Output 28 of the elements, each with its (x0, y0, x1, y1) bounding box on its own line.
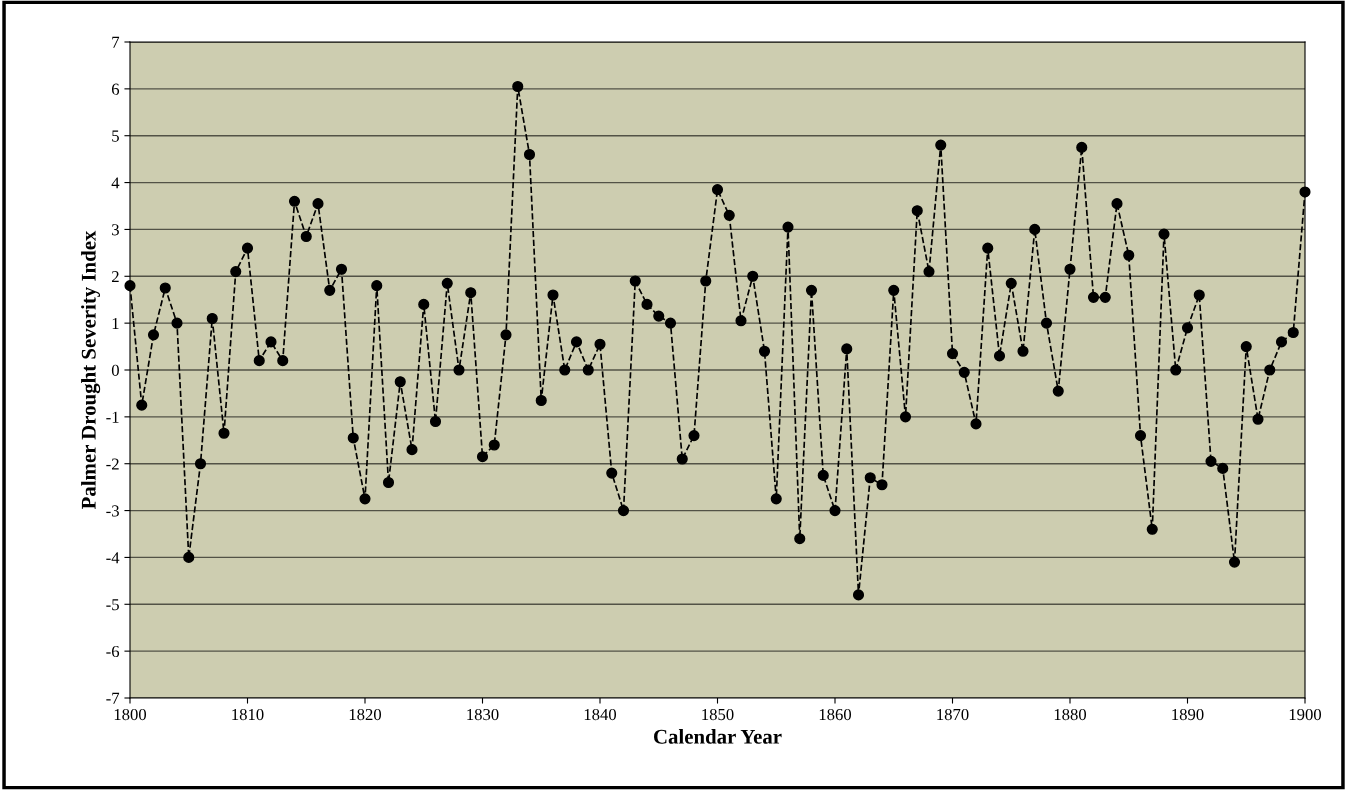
y-tick-label: 1 (112, 317, 119, 329)
x-tick-label: 1900 (1289, 708, 1322, 721)
y-tick-label: 3 (112, 224, 119, 236)
x-tick-label: 1840 (584, 708, 617, 721)
x-tick-label: 1830 (467, 708, 499, 721)
x-tick-label: 1820 (349, 708, 382, 721)
y-tick-label: 7 (112, 36, 120, 48)
y-tick-label: -6 (106, 645, 120, 658)
y-tick-label: 2 (111, 271, 119, 283)
y-tick-label: -1 (106, 411, 119, 423)
y-axis-title: Palmer Drought Severity Index (81, 230, 101, 510)
y-tick-label: -7 (106, 692, 120, 704)
x-tick-label: 1810 (232, 708, 264, 721)
y-tick-label: -4 (106, 552, 120, 564)
x-tick-label: 1890 (1172, 708, 1204, 721)
y-tick-label: 4 (111, 177, 120, 189)
x-tick-label: 1870 (937, 708, 969, 721)
y-tick-label: 5 (112, 130, 119, 142)
y-tick-label: -5 (106, 599, 119, 611)
y-tick-label: 0 (111, 364, 119, 376)
x-tick-label: 1860 (819, 708, 852, 721)
x-axis-title: Calendar Year (654, 729, 782, 744)
y-tick-label: 6 (111, 83, 120, 95)
y-tick-label: -2 (106, 458, 119, 470)
x-tick-label: 1880 (1054, 708, 1087, 721)
y-tick-label: -3 (106, 505, 119, 517)
x-tick-label: 1800 (114, 708, 147, 721)
x-tick-label: 1850 (702, 708, 734, 721)
